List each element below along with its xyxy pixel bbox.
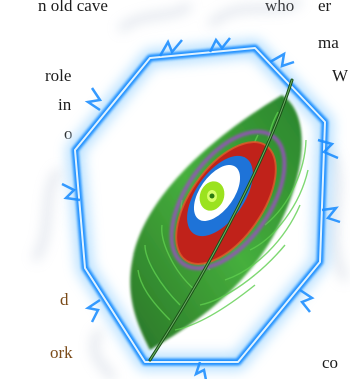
text-fragment-2: role <box>45 66 72 85</box>
text-fragment-1: n old cave <box>38 0 108 15</box>
flame-ring-icon <box>61 37 341 379</box>
text-fragment-8: er <box>318 0 332 15</box>
text-fragment-6: ork <box>50 343 73 362</box>
text-fragment-11: co <box>322 353 339 372</box>
text-fragment-3: in <box>58 95 72 114</box>
feather-icon <box>130 78 309 362</box>
text-fragment-9: ma <box>318 33 339 52</box>
text-fragment-10: W <box>332 66 349 85</box>
smoke-wisps <box>32 0 348 379</box>
text-fragment-5: d <box>60 290 69 309</box>
